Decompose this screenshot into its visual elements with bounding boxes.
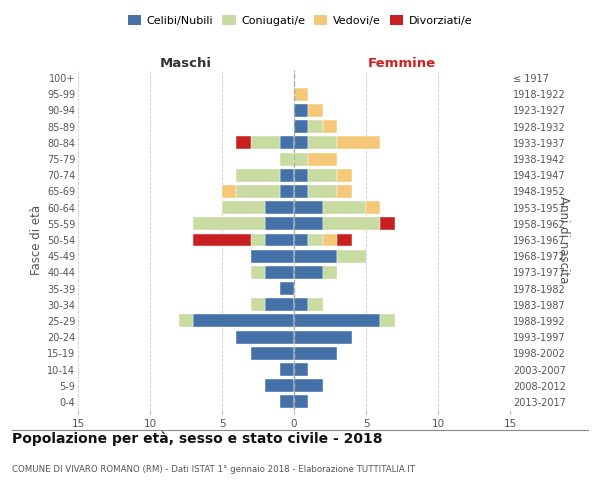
Bar (294, 298, 308, 311)
Text: Maschi: Maschi (160, 57, 212, 70)
Text: Popolazione per età, sesso e stato civile - 2018: Popolazione per età, sesso e stato civil… (12, 431, 383, 446)
Bar (323, 234, 337, 246)
Bar (280, 282, 294, 295)
Bar (265, 298, 294, 311)
Y-axis label: Anni di nascita: Anni di nascita (557, 196, 570, 284)
Bar (251, 136, 280, 149)
Bar (308, 152, 337, 166)
Bar (323, 266, 337, 279)
Bar (236, 330, 294, 344)
Bar (265, 201, 294, 214)
Bar (222, 185, 236, 198)
Bar (280, 136, 294, 149)
Bar (294, 347, 337, 360)
Bar (251, 347, 294, 360)
Bar (236, 136, 251, 149)
Bar (294, 136, 308, 149)
Bar (337, 250, 366, 262)
Text: Femmine: Femmine (368, 57, 436, 70)
Bar (294, 88, 308, 101)
Bar (308, 136, 337, 149)
Bar (193, 218, 265, 230)
Bar (280, 396, 294, 408)
Bar (294, 314, 380, 328)
Bar (294, 185, 308, 198)
Bar (280, 152, 294, 166)
Bar (380, 218, 395, 230)
Bar (308, 298, 323, 311)
Bar (222, 201, 265, 214)
Bar (294, 120, 308, 133)
Bar (251, 250, 294, 262)
Bar (265, 234, 294, 246)
Legend: Celibi/Nubili, Coniugati/e, Vedovi/e, Divorziati/e: Celibi/Nubili, Coniugati/e, Vedovi/e, Di… (124, 10, 476, 30)
Bar (323, 201, 366, 214)
Bar (280, 169, 294, 181)
Y-axis label: Fasce di età: Fasce di età (29, 205, 43, 275)
Bar (294, 218, 323, 230)
Bar (337, 169, 352, 181)
Bar (323, 218, 380, 230)
Bar (236, 169, 280, 181)
Bar (294, 234, 308, 246)
Bar (251, 298, 265, 311)
Bar (308, 104, 323, 117)
Text: COMUNE DI VIVARO ROMANO (RM) - Dati ISTAT 1° gennaio 2018 - Elaborazione TUTTITA: COMUNE DI VIVARO ROMANO (RM) - Dati ISTA… (12, 466, 415, 474)
Bar (193, 234, 251, 246)
Bar (294, 104, 308, 117)
Bar (265, 266, 294, 279)
Bar (366, 201, 380, 214)
Bar (265, 379, 294, 392)
Bar (337, 234, 352, 246)
Bar (294, 169, 308, 181)
Bar (294, 396, 308, 408)
Bar (308, 120, 323, 133)
Bar (236, 185, 280, 198)
Bar (294, 201, 323, 214)
Bar (308, 234, 323, 246)
Bar (265, 218, 294, 230)
Bar (337, 136, 380, 149)
Bar (294, 363, 308, 376)
Bar (308, 169, 337, 181)
Bar (251, 266, 265, 279)
Bar (294, 330, 352, 344)
Bar (380, 314, 395, 328)
Bar (179, 314, 193, 328)
Bar (308, 185, 337, 198)
Bar (280, 185, 294, 198)
Bar (251, 234, 265, 246)
Bar (294, 250, 337, 262)
Bar (294, 379, 323, 392)
Bar (294, 266, 323, 279)
Bar (294, 152, 308, 166)
Bar (323, 120, 337, 133)
Bar (193, 314, 294, 328)
Bar (337, 185, 352, 198)
Bar (280, 363, 294, 376)
